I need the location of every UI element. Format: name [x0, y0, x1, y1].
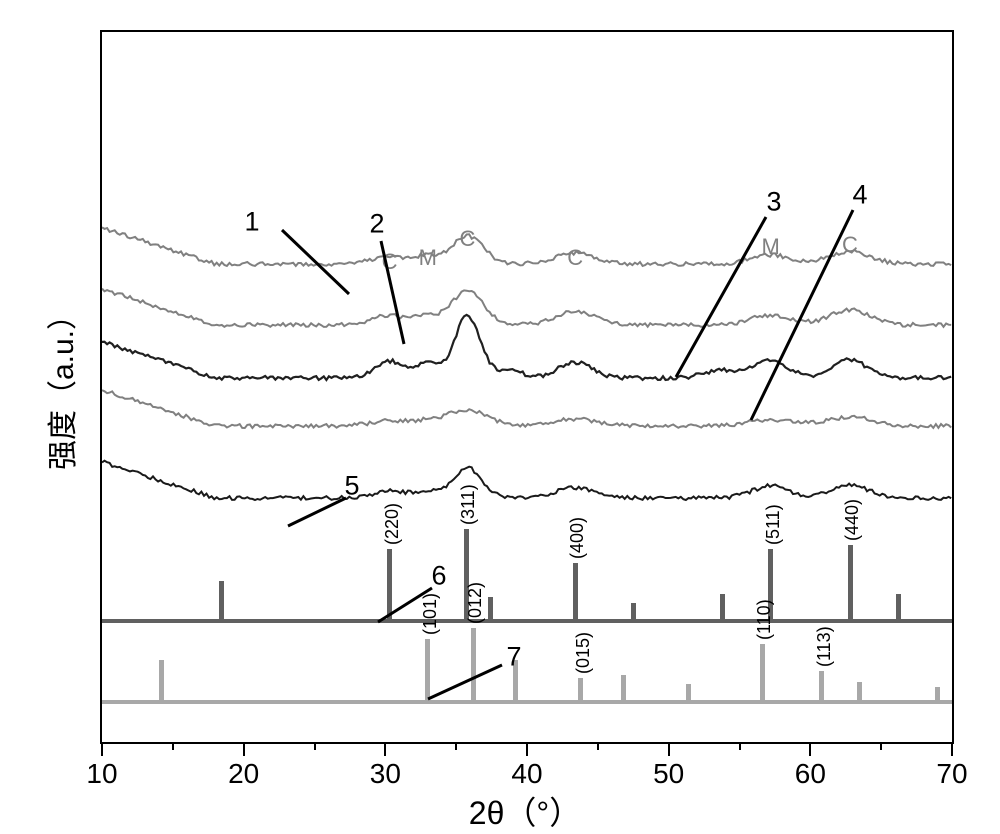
leader-line: [751, 210, 853, 420]
leader-line: [676, 217, 766, 377]
xtick-major: [384, 742, 386, 756]
xtick-major: [101, 742, 103, 756]
xtick-label: 10: [86, 758, 117, 790]
xtick-major: [668, 742, 670, 756]
xtick-label: 60: [795, 758, 826, 790]
leader-line: [288, 498, 346, 526]
xtick-minor: [597, 742, 599, 750]
xtick-minor: [739, 742, 741, 750]
leader-number: 3: [766, 187, 781, 218]
xtick-label: 30: [370, 758, 401, 790]
leader-line: [282, 230, 349, 294]
leader-line: [428, 665, 502, 699]
leader-number: 5: [344, 471, 359, 502]
xtick-major: [526, 742, 528, 756]
xtick-major: [951, 742, 953, 756]
leader-number: 1: [244, 207, 259, 238]
xtick-label: 50: [653, 758, 684, 790]
leader-line: [381, 241, 404, 344]
leader-number: 4: [852, 180, 867, 211]
xtick-minor: [172, 742, 174, 750]
leader-number: 7: [506, 642, 521, 673]
xrd-plot: 10203040506070CMCCMC(220)(311)(400)(511)…: [100, 30, 954, 744]
xtick-label: 40: [511, 758, 542, 790]
xtick-label: 20: [228, 758, 259, 790]
xtick-major: [809, 742, 811, 756]
leader-line: [378, 588, 432, 622]
y-axis-title: 强度（a.u.）: [38, 300, 82, 470]
leader-number: 2: [369, 209, 384, 240]
leader-number: 6: [431, 561, 446, 592]
x-axis-title: 2θ（°）: [469, 788, 581, 834]
xtick-minor: [314, 742, 316, 750]
xtick-minor: [880, 742, 882, 750]
xtick-major: [243, 742, 245, 756]
xtick-label: 70: [936, 758, 967, 790]
leader-layer: [102, 32, 952, 742]
xtick-minor: [455, 742, 457, 750]
